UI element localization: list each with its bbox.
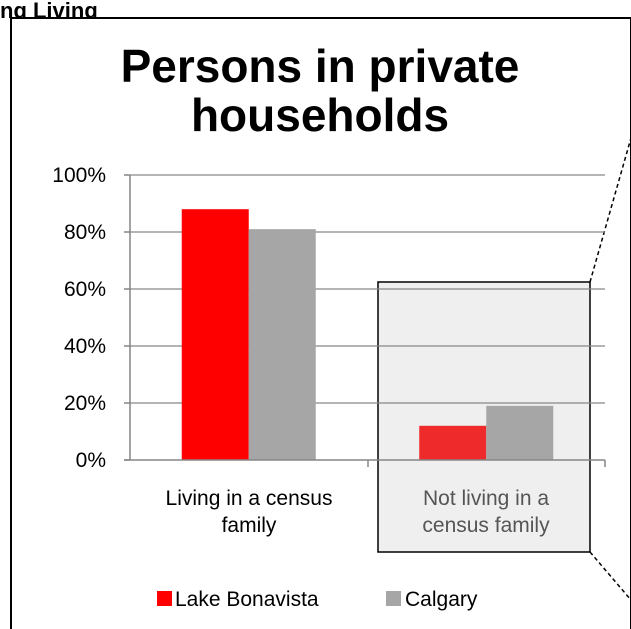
y-axis-ticks: 0% 20% 40% 60% 80% 100% [52, 164, 130, 472]
category-label-1-line-2: family [222, 514, 277, 537]
callout-line-top [589, 137, 631, 283]
legend-label-lake-bonavista: Lake Bonavista [175, 588, 319, 611]
category-label-1-line-1: Living in a census [166, 487, 333, 510]
bars [181, 209, 554, 460]
y-tick-label: 40% [64, 335, 106, 358]
legend-label-calgary: Calgary [405, 588, 478, 611]
y-tick-label: 100% [52, 164, 106, 187]
chart-title-line-2: households [191, 89, 449, 141]
bar-calgary-2 [486, 405, 554, 460]
y-tick-label: 0% [76, 449, 106, 472]
category-label-2-line-1: Not living in a [423, 487, 549, 510]
y-tick-label: 60% [64, 278, 106, 301]
bar-calgary-1 [248, 229, 316, 460]
legend-swatch-calgary [386, 591, 401, 606]
category-highlight-box [377, 281, 591, 553]
legend-swatch-lake-bonavista [157, 591, 172, 606]
y-tick-label: 20% [64, 392, 106, 415]
category-label-2-line-2: census family [422, 514, 550, 537]
bar-lake-bonavista-1 [181, 209, 249, 460]
y-tick-label: 80% [64, 221, 106, 244]
bar-lake-bonavista-2 [419, 425, 487, 460]
callout-line-bottom [589, 551, 631, 601]
chart-title-line-1: Persons in private [121, 40, 520, 92]
